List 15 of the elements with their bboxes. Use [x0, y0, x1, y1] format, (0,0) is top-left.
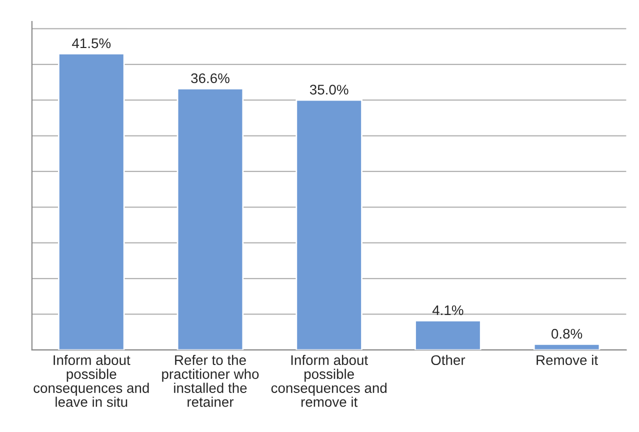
bar — [176, 88, 244, 350]
x-tick-label: Inform about possible consequences and remove it — [271, 354, 386, 407]
bar — [296, 99, 362, 350]
x-tick-label: Refer to the practitioner who installed the retainer — [162, 354, 259, 407]
bar — [58, 53, 125, 350]
data-label: 36.6% — [191, 73, 230, 84]
data-label: 35.0% — [310, 84, 348, 95]
data-label: 0.8% — [552, 328, 582, 339]
x-tick-label: Remove it — [536, 354, 598, 366]
bar — [414, 320, 482, 350]
bar — [533, 344, 600, 350]
data-label: 4.1% — [432, 305, 464, 316]
data-label: 41.5% — [72, 38, 111, 48]
x-tick-label: Inform about possible consequences and leave in situ — [34, 354, 149, 407]
x-tick-label: Other — [431, 354, 466, 366]
